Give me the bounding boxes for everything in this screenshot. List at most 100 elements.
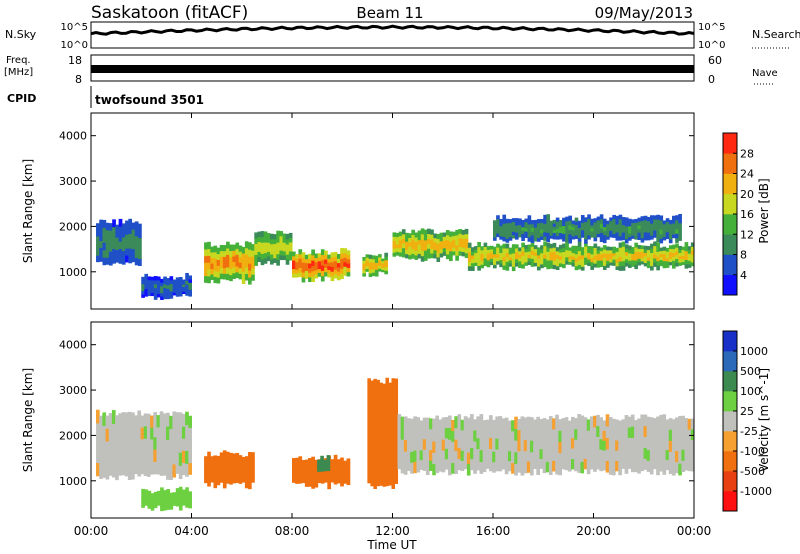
velocity-cell xyxy=(413,438,417,451)
velocity-cell xyxy=(367,399,371,421)
power-cell xyxy=(543,231,547,237)
velocity-cell xyxy=(678,463,682,476)
velocity-cell xyxy=(567,460,572,472)
power-cell xyxy=(650,248,654,253)
velocity-cell xyxy=(482,461,487,473)
velocity-cell xyxy=(295,473,299,479)
power-cell xyxy=(362,260,366,264)
power-cell xyxy=(188,282,192,287)
power-cell xyxy=(395,251,400,256)
power-cell xyxy=(235,254,240,261)
velocity-cell xyxy=(599,449,604,461)
power-cell xyxy=(408,250,412,256)
velocity-cell xyxy=(141,492,145,497)
velocity-cell xyxy=(166,426,170,440)
power-cell xyxy=(430,229,434,235)
velocity-cell xyxy=(219,458,224,465)
power-cell xyxy=(593,259,598,264)
power-cell xyxy=(292,264,296,270)
power-cell xyxy=(270,238,274,245)
power-cell xyxy=(524,248,529,253)
velocity-cell xyxy=(311,475,315,483)
power-cell xyxy=(650,227,654,232)
power-cell xyxy=(138,244,142,253)
velocity-cell xyxy=(517,418,522,431)
power-cell xyxy=(524,234,529,238)
power-cell xyxy=(108,223,113,231)
velocity-cell xyxy=(115,415,119,429)
power-cell xyxy=(618,223,623,228)
power-cell xyxy=(496,215,500,220)
velocity-cell xyxy=(102,425,107,439)
power-cell xyxy=(207,262,211,270)
power-cell xyxy=(398,235,403,241)
velocity-cell xyxy=(146,438,151,452)
velocity-cell xyxy=(340,468,344,476)
power-cell xyxy=(188,292,192,297)
velocity-cell xyxy=(463,426,468,438)
power-cell xyxy=(489,255,494,259)
power-cell xyxy=(540,225,544,230)
velocity-cell xyxy=(326,467,331,472)
power-cell xyxy=(690,257,694,263)
power-cell xyxy=(276,253,280,260)
power-cell xyxy=(646,253,651,258)
power-cell xyxy=(624,217,629,223)
power-cell xyxy=(580,262,585,267)
velocity-cell xyxy=(545,440,550,452)
power-cell xyxy=(285,244,290,250)
power-cell xyxy=(599,257,604,261)
power-cell xyxy=(232,267,236,274)
power-cell xyxy=(577,234,582,239)
noise-sky-trace xyxy=(90,24,695,36)
power-cell xyxy=(254,248,258,255)
velocity-cell xyxy=(681,460,686,472)
velocity-cell xyxy=(153,494,158,499)
velocity-cell xyxy=(593,460,597,472)
power-cell xyxy=(615,219,620,225)
power-cell xyxy=(536,266,541,271)
power-cell xyxy=(662,220,667,225)
power-cell xyxy=(521,251,525,256)
power-cell xyxy=(144,288,149,293)
power-cell xyxy=(336,258,341,264)
power-cell xyxy=(401,252,406,258)
power-cell xyxy=(511,257,516,263)
velocity-cell xyxy=(656,463,660,476)
power-cell xyxy=(584,217,588,223)
power-cell xyxy=(371,268,376,273)
power-cell xyxy=(615,236,620,241)
nave-label: Nave xyxy=(752,68,778,79)
power-cell xyxy=(128,248,133,256)
velocity-cell xyxy=(216,461,221,468)
power-cell xyxy=(241,265,246,272)
power-cell xyxy=(609,261,613,266)
velocity-cell xyxy=(134,438,138,451)
velocity-cell xyxy=(514,463,518,476)
power-cell xyxy=(678,231,682,237)
power-cell xyxy=(665,260,670,265)
power-cell xyxy=(618,231,623,237)
power-cell xyxy=(317,272,322,277)
velocity-cell xyxy=(652,448,657,460)
velocity-cell xyxy=(488,459,493,472)
power-cell xyxy=(455,234,459,241)
power-cell xyxy=(118,241,123,249)
power-cell xyxy=(549,220,554,225)
velocity-cell xyxy=(115,428,119,442)
power-cell xyxy=(577,241,582,247)
power-cell xyxy=(565,256,569,262)
power-cell xyxy=(555,221,560,226)
power-cell xyxy=(216,265,221,272)
velocity-cell xyxy=(652,418,657,429)
power-cell xyxy=(182,291,186,295)
power-cell xyxy=(631,219,635,224)
velocity-cell xyxy=(466,429,471,442)
power-cell xyxy=(134,228,139,237)
velocity-cell xyxy=(137,436,142,451)
power-cell xyxy=(656,251,660,257)
velocity-cell xyxy=(634,440,638,452)
power-cell xyxy=(172,279,177,283)
power-cell xyxy=(401,247,406,253)
velocity-cell xyxy=(555,450,559,463)
